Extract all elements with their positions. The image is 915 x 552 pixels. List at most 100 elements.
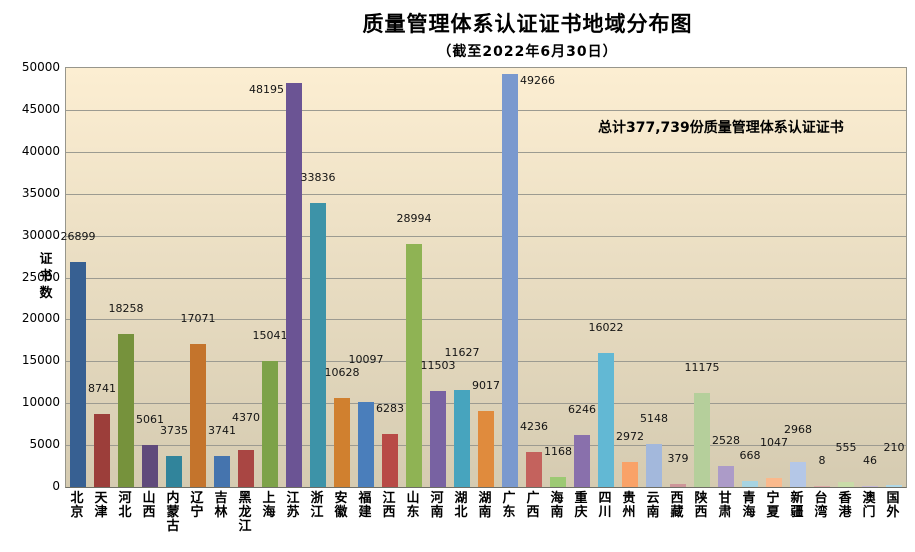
y-axis-tick-label: 5000: [29, 437, 60, 452]
chart-bar: [286, 83, 302, 487]
x-axis-category-char: 内: [166, 491, 180, 506]
x-axis-category-char: 国: [886, 491, 900, 506]
chart-bar: [526, 451, 542, 487]
x-axis-category-label: 海南: [545, 492, 569, 520]
chart-bar: [142, 444, 158, 487]
bar-value-label: 18258: [108, 301, 144, 315]
chart-bar: [166, 455, 182, 487]
x-axis-category-label: 云南: [641, 492, 665, 520]
x-axis-category-label: 山东: [401, 492, 425, 520]
x-axis-category-char: 东: [406, 505, 420, 520]
x-axis-category-label: 澳门: [857, 492, 881, 520]
chart-bar: [622, 462, 638, 487]
x-axis-category-char: 庆: [574, 505, 588, 520]
x-axis-category-char: 甘: [718, 491, 732, 506]
chart-bar: [430, 390, 446, 487]
chart-bar: [238, 450, 254, 487]
bar-value-label: 5148: [640, 411, 668, 425]
x-axis-category-char: 夏: [766, 505, 780, 520]
x-axis-category-char: 海: [550, 491, 564, 506]
x-axis-category-label: 青海: [737, 492, 761, 520]
bar-value-label: 26899: [60, 229, 96, 243]
x-axis-category-char: 湖: [478, 491, 492, 506]
x-axis-category-char: 上: [262, 491, 276, 506]
x-axis-category-label: 北京: [65, 492, 89, 520]
x-axis-category-char: 海: [262, 505, 276, 520]
x-axis-category-char: 江: [310, 505, 324, 520]
x-axis-category-char: 林: [214, 505, 228, 520]
x-axis-category-char: 重: [574, 491, 588, 506]
x-axis-category-char: 广: [502, 491, 516, 506]
x-axis-category-label: 吉林: [209, 492, 233, 520]
x-axis-category-char: 广: [526, 491, 540, 506]
bar-value-label: 46: [863, 454, 877, 467]
x-axis-category-char: 台: [814, 491, 828, 506]
chart-subtitle: （截至2022年6月30日）: [437, 44, 618, 60]
x-axis-category-char: 贵: [622, 491, 636, 506]
y-axis-tick-label: 45000: [21, 101, 60, 116]
x-axis-category-char: 津: [94, 505, 108, 520]
x-axis-category-char: 黑: [238, 491, 252, 506]
x-axis-category-char: 肃: [718, 505, 732, 520]
y-axis-tick-label: 50000: [21, 60, 60, 74]
x-axis-category-char: 苏: [286, 505, 300, 520]
bar-value-label: 1168: [544, 445, 572, 459]
x-axis-category-label: 天津: [89, 492, 113, 520]
x-axis-category-char: 北: [70, 491, 84, 506]
bar-value-label: 4236: [520, 419, 548, 433]
bar-value-label: 28994: [396, 212, 432, 226]
bar-value-label: 668: [739, 449, 761, 463]
bar-value-label: 379: [667, 451, 689, 465]
x-axis-category-char: 湾: [814, 505, 828, 520]
x-axis-category-label: 新疆: [785, 492, 809, 520]
x-axis-category-char: 河: [430, 491, 444, 506]
y-axis-tick-label: 40000: [21, 143, 60, 158]
chart-bar: [550, 477, 566, 487]
bar-value-label: 48195: [249, 83, 284, 97]
x-axis-category-label: 河南: [425, 492, 449, 520]
chart-bar: [358, 402, 374, 487]
bar-value-label: 5061: [136, 412, 164, 426]
total-annotation: 总计377,739份质量管理体系认证证书: [598, 120, 844, 136]
chart-bar: [790, 462, 806, 487]
x-axis-category-label: 四川: [593, 492, 617, 520]
x-axis-category-char: 江: [382, 491, 396, 506]
x-axis-category-char: 天: [94, 491, 108, 506]
chart-bar: [718, 465, 734, 487]
x-axis-category-char: 建: [358, 505, 372, 520]
x-axis-category-char: 龙: [238, 505, 252, 520]
chart-bar: [334, 397, 350, 487]
plot-area: 26899 8741 18258 5061 3735 17071 3741 4370 15041…: [61, 67, 907, 488]
gridline: [66, 403, 906, 405]
bar-value-label: 2972: [616, 430, 644, 444]
chart-bar: [814, 486, 830, 487]
x-axis-category-char: 西: [694, 505, 708, 520]
x-axis-category-label: 广西: [521, 492, 545, 520]
chart-bar: [118, 334, 134, 487]
x-axis-category-char: 南: [646, 505, 660, 520]
y-axis-tick-label: 25000: [21, 269, 60, 284]
x-axis-category-char: 蒙: [166, 505, 180, 520]
x-axis-category-char: 青: [742, 491, 756, 506]
chart-bar: [598, 352, 614, 487]
chart-bar: [766, 478, 782, 487]
gridline: [66, 277, 906, 279]
x-axis-category-char: 港: [838, 505, 852, 520]
bar-value-label: 9017: [472, 379, 500, 393]
x-axis-category-label: 黑龙江: [233, 492, 257, 534]
x-axis-category-char: 云: [646, 491, 660, 506]
x-axis-category-char: 河: [118, 491, 132, 506]
x-axis-category-label: 广东: [497, 492, 521, 520]
x-axis-category-char: 四: [598, 491, 612, 506]
x-axis-category-char: 徽: [334, 505, 348, 520]
bar-value-label: 49266: [520, 74, 555, 88]
y-axis-title-char: 书: [39, 269, 53, 284]
x-axis-category-char: 疆: [790, 505, 804, 520]
x-axis-category-char: 山: [406, 491, 420, 506]
chart-title-block: 质量管理体系认证证书地域分布图 （截至2022年6月30日）: [140, 8, 915, 61]
x-axis-category-label: 重庆: [569, 492, 593, 520]
x-axis-category-char: 门: [862, 505, 876, 520]
x-axis-category-label: 国外: [881, 492, 905, 520]
x-axis-category-char: 南: [478, 505, 492, 520]
